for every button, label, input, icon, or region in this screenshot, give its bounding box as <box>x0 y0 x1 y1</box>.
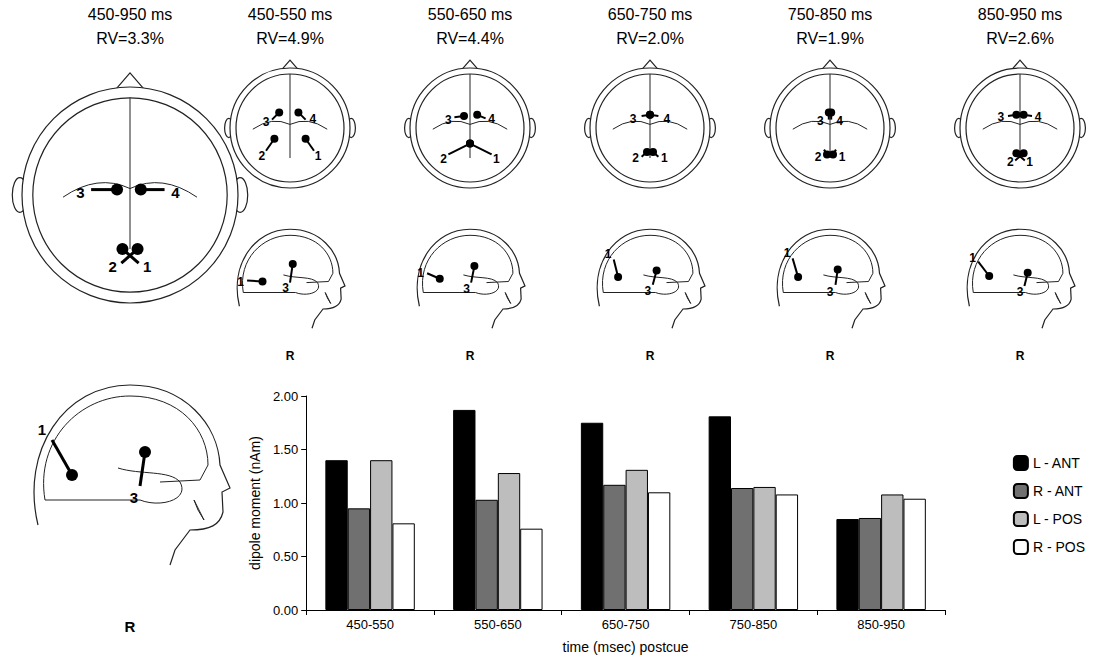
svg-text:1.50: 1.50 <box>273 442 298 457</box>
svg-text:RV=2.6%: RV=2.6% <box>986 30 1054 47</box>
svg-text:2.00: 2.00 <box>273 389 298 404</box>
svg-text:3: 3 <box>827 285 834 299</box>
svg-text:1: 1 <box>605 247 612 261</box>
svg-text:RV=4.9%: RV=4.9% <box>256 30 324 47</box>
svg-text:RV=1.9%: RV=1.9% <box>796 30 864 47</box>
svg-text:550-650 ms: 550-650 ms <box>428 6 513 23</box>
svg-text:750-850 ms: 750-850 ms <box>788 6 873 23</box>
svg-text:3: 3 <box>445 113 452 127</box>
svg-text:450-550: 450-550 <box>346 617 394 632</box>
svg-text:1: 1 <box>143 258 151 275</box>
svg-text:0.50: 0.50 <box>273 549 298 564</box>
svg-text:650-750 ms: 650-750 ms <box>608 6 693 23</box>
svg-text:1.00: 1.00 <box>273 496 298 511</box>
svg-text:3: 3 <box>1017 285 1024 299</box>
svg-text:750-850: 750-850 <box>730 617 778 632</box>
svg-text:2: 2 <box>258 149 265 163</box>
svg-text:1: 1 <box>237 275 244 289</box>
svg-text:2: 2 <box>440 152 447 166</box>
svg-text:1: 1 <box>839 150 846 164</box>
svg-text:RV=4.4%: RV=4.4% <box>436 30 504 47</box>
svg-text:850-950: 850-950 <box>857 617 905 632</box>
svg-text:R: R <box>646 349 655 363</box>
svg-text:550-650: 550-650 <box>474 617 522 632</box>
svg-text:R - POS: R - POS <box>1033 539 1085 555</box>
svg-text:450-950 ms: 450-950 ms <box>88 6 173 23</box>
svg-text:3: 3 <box>644 284 651 298</box>
svg-text:650-750: 650-750 <box>602 617 650 632</box>
svg-text:4: 4 <box>663 112 670 126</box>
svg-text:1: 1 <box>315 149 322 163</box>
svg-text:3: 3 <box>817 114 824 128</box>
svg-text:dipole moment (nAm): dipole moment (nAm) <box>247 436 263 570</box>
svg-text:2: 2 <box>1007 155 1014 169</box>
svg-text:850-950 ms: 850-950 ms <box>978 6 1063 23</box>
svg-text:R: R <box>1016 349 1025 363</box>
svg-text:2: 2 <box>632 151 639 165</box>
svg-text:1: 1 <box>969 251 976 265</box>
svg-text:2: 2 <box>815 150 822 164</box>
svg-text:RV=3.3%: RV=3.3% <box>96 30 164 47</box>
svg-text:3: 3 <box>630 112 637 126</box>
svg-text:2: 2 <box>109 258 117 275</box>
svg-text:L - POS: L - POS <box>1033 511 1082 527</box>
svg-text:1: 1 <box>38 421 46 438</box>
svg-text:1: 1 <box>784 246 791 260</box>
svg-text:3: 3 <box>76 184 84 201</box>
svg-text:4: 4 <box>836 114 843 128</box>
svg-text:R: R <box>286 349 295 363</box>
svg-text:3: 3 <box>282 281 289 295</box>
svg-text:0.00: 0.00 <box>273 603 298 618</box>
svg-text:3: 3 <box>997 110 1004 124</box>
svg-text:RV=2.0%: RV=2.0% <box>616 30 684 47</box>
svg-text:R: R <box>466 349 475 363</box>
svg-text:1: 1 <box>493 152 500 166</box>
svg-text:R - ANT: R - ANT <box>1033 483 1083 499</box>
svg-text:L - ANT: L - ANT <box>1033 455 1080 471</box>
svg-text:R: R <box>826 349 835 363</box>
svg-text:3: 3 <box>263 115 270 129</box>
svg-text:1: 1 <box>1026 155 1033 169</box>
svg-text:4: 4 <box>488 112 495 126</box>
svg-text:4: 4 <box>171 184 180 201</box>
svg-text:4: 4 <box>1035 110 1042 124</box>
svg-text:4: 4 <box>309 112 316 126</box>
svg-text:450-550 ms: 450-550 ms <box>248 6 333 23</box>
svg-text:3: 3 <box>130 489 138 506</box>
svg-text:1: 1 <box>417 266 424 280</box>
svg-text:time (msec) postcue: time (msec) postcue <box>563 639 689 655</box>
svg-text:1: 1 <box>661 151 668 165</box>
svg-text:R: R <box>125 618 136 635</box>
svg-text:3: 3 <box>463 282 470 296</box>
